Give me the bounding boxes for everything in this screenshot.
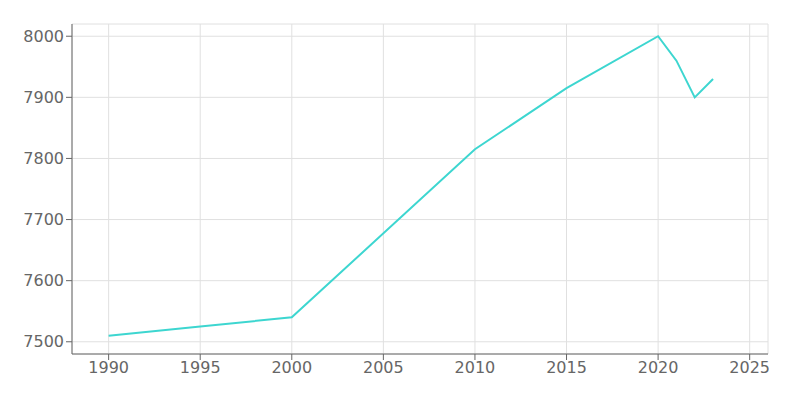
svg-text:7900: 7900 (23, 88, 64, 107)
svg-text:2015: 2015 (546, 358, 587, 377)
svg-text:7800: 7800 (23, 149, 64, 168)
svg-text:2000: 2000 (271, 358, 312, 377)
svg-text:8000: 8000 (23, 27, 64, 46)
svg-text:2025: 2025 (729, 358, 770, 377)
svg-text:7600: 7600 (23, 271, 64, 290)
svg-text:2005: 2005 (363, 358, 404, 377)
svg-text:7700: 7700 (23, 210, 64, 229)
svg-text:1990: 1990 (88, 358, 129, 377)
svg-text:1995: 1995 (180, 358, 221, 377)
svg-text:7500: 7500 (23, 332, 64, 351)
svg-text:2020: 2020 (638, 358, 679, 377)
svg-text:2010: 2010 (455, 358, 496, 377)
